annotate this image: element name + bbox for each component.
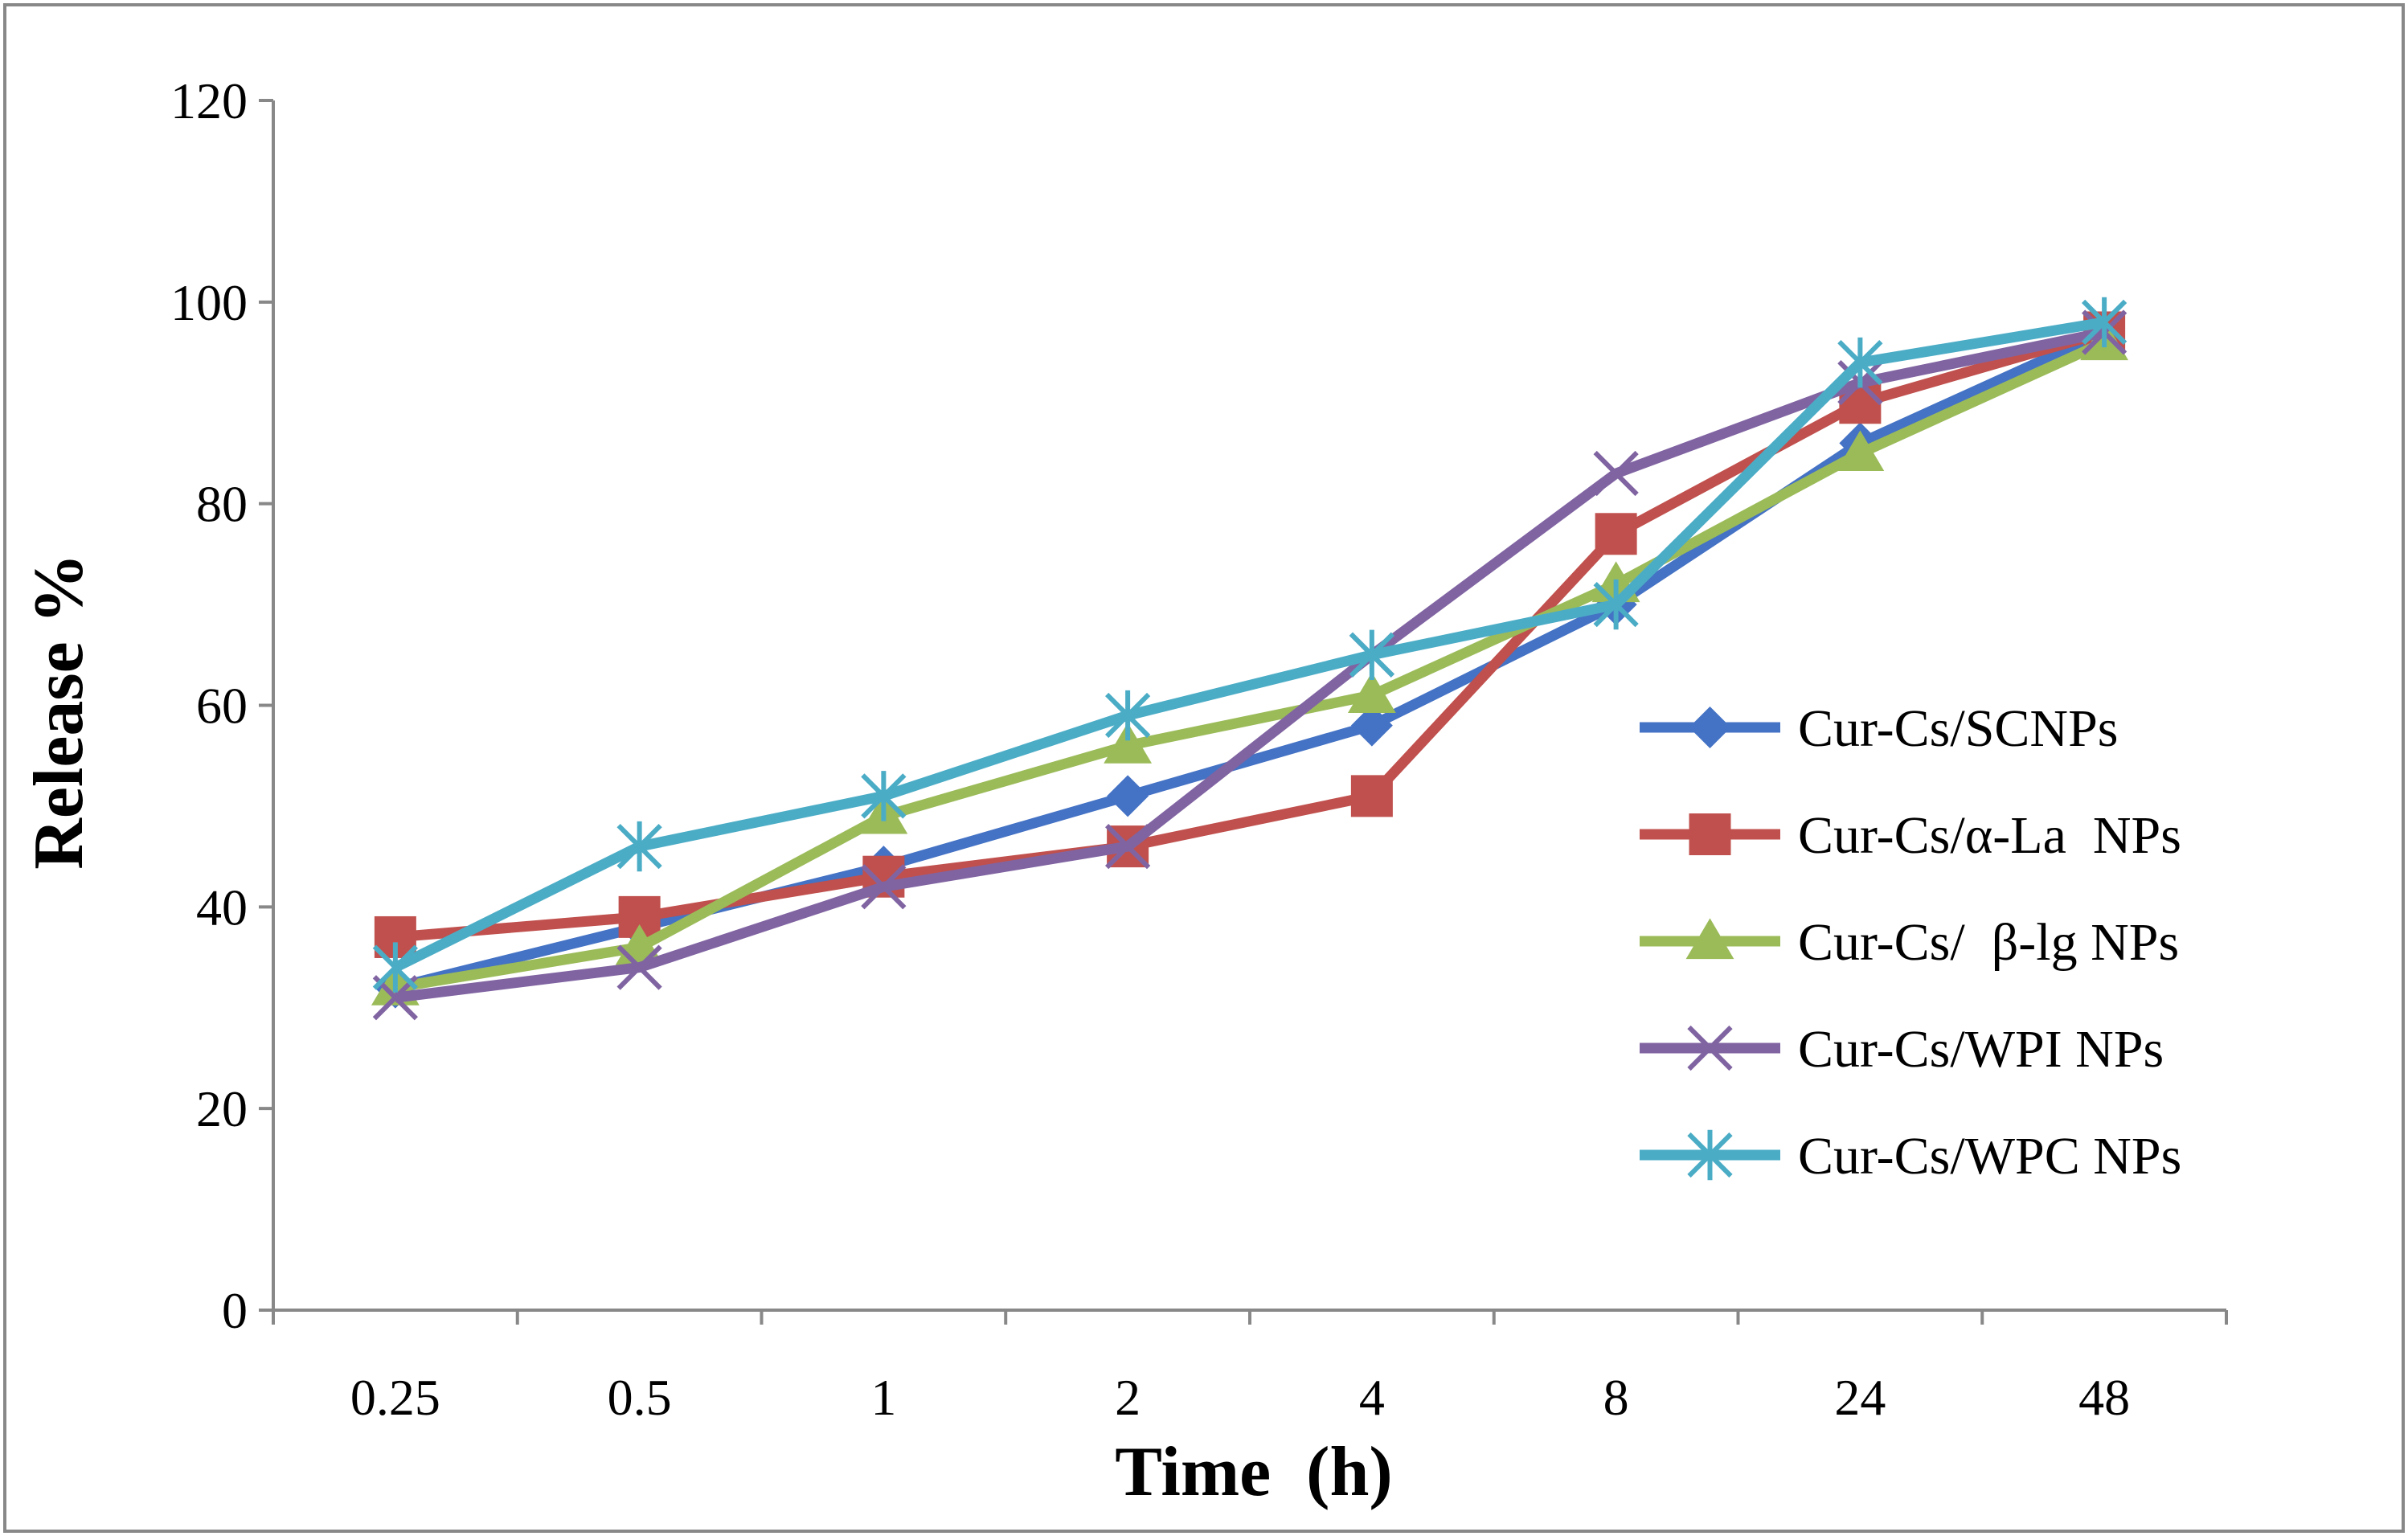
data-point-marker: [1687, 1129, 1733, 1181]
data-point-marker: [1105, 690, 1151, 741]
legend-entry: Cur-Cs/WPC NPs: [1640, 1127, 2181, 1186]
legend-entry: Cur-Cs/α-La NPs: [1640, 806, 2181, 865]
x-axis: 0.25 0.5 1 2 4 8 24 48: [272, 1309, 2228, 1426]
data-point-marker: [1349, 629, 1395, 680]
data-point-marker: [1105, 823, 1151, 870]
data-point-marker: [616, 944, 662, 990]
x-axis-title: Time (h): [1115, 1433, 1392, 1511]
y-tick-label: 100: [170, 274, 248, 331]
x-tick-label: 0.25: [350, 1369, 440, 1426]
y-tick-label: 40: [196, 879, 248, 936]
data-point-marker: [1593, 579, 1639, 630]
x-tick-label: 0.5: [608, 1369, 672, 1426]
y-tick-label: 60: [196, 678, 248, 735]
y-tick-label: 0: [222, 1282, 248, 1339]
data-point-marker: [861, 771, 907, 821]
data-point-marker: [861, 864, 907, 910]
x-tick-label: 24: [1834, 1369, 1886, 1426]
chart-border: [3, 3, 2405, 1533]
legend-entry: Cur-Cs/ β-lg NPs: [1640, 913, 2179, 972]
y-tick-label: 80: [196, 476, 248, 533]
data-point-marker: [1595, 513, 1637, 555]
data-point-marker: [1107, 775, 1149, 817]
x-tick-label: 4: [1359, 1369, 1385, 1426]
data-point-marker: [1593, 450, 1639, 497]
series-line: [394, 338, 2107, 993]
legend-label: Cur-Cs/WPI NPs: [1798, 1020, 2164, 1079]
legend-label: Cur-Cs/ β-lg NPs: [1798, 913, 2179, 972]
x-tick-label: 48: [2078, 1369, 2130, 1426]
y-axis: 0 20 40 60 80 100 120: [170, 72, 275, 1339]
legend: Cur-Cs/SCNPs Cur-Cs/α-La NPs Cur-Cs/ β-lg …: [1640, 699, 2181, 1186]
legend-entry: Cur-Cs/SCNPs: [1640, 699, 2118, 758]
data-point-marker: [1837, 337, 1883, 388]
data-point-marker: [1689, 707, 1731, 748]
y-tick-label: 20: [196, 1080, 248, 1137]
series-layer: [371, 297, 2129, 1021]
data-point-marker: [616, 821, 662, 872]
data-point-marker: [1350, 704, 1393, 747]
series-line: [395, 327, 2106, 943]
data-point-marker: [1104, 723, 1153, 764]
series-5: [372, 297, 2127, 993]
data-point-marker: [1689, 813, 1731, 855]
legend-label: Cur-Cs/WPC NPs: [1798, 1127, 2181, 1186]
x-tick-label: 8: [1603, 1369, 1629, 1426]
x-tick-label: 2: [1115, 1369, 1141, 1426]
y-tick-label: 120: [170, 72, 248, 129]
y-axis-title: Release %: [20, 553, 98, 869]
data-point-marker: [1687, 1025, 1733, 1071]
legend-label: Cur-Cs/α-La NPs: [1798, 806, 2181, 865]
data-point-marker: [1350, 775, 1393, 817]
data-point-marker: [372, 942, 418, 993]
data-point-marker: [1685, 918, 1734, 960]
data-point-marker: [1836, 430, 1885, 472]
series-line: [392, 317, 2106, 973]
legend-entry: Cur-Cs/WPI NPs: [1640, 1020, 2164, 1079]
legend-label: Cur-Cs/SCNPs: [1798, 699, 2118, 758]
x-tick-label: 1: [870, 1369, 896, 1426]
data-point-marker: [1347, 672, 1396, 714]
data-point-marker: [2082, 297, 2127, 348]
